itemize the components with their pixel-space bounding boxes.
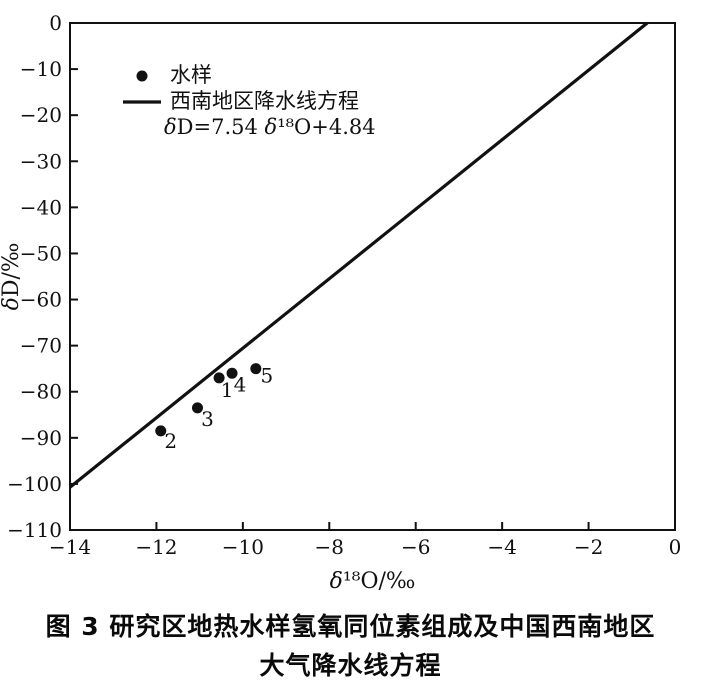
caption-line-1: 图 3 研究区地热水样氢氧同位素组成及中国西南地区 — [45, 612, 656, 641]
x-tick-label: 0 — [669, 535, 682, 559]
x-tick-label: −12 — [135, 535, 177, 559]
data-point — [191, 402, 203, 414]
x-tick-label: −4 — [487, 535, 516, 559]
data-point-label: 1 — [221, 378, 234, 402]
isotope-scatter-chart: −14 −12 −10 −8 −6 −4 −2 00−10−20−30−40−50−60−70… — [0, 11, 682, 594]
data-point — [213, 372, 225, 384]
data-point — [226, 367, 238, 379]
y-tick-label: −10 — [20, 57, 62, 81]
x-axis-label: δ¹⁸O/‰ — [330, 569, 416, 594]
x-tick-label: −8 — [315, 535, 344, 559]
legend-marker-dot — [136, 70, 148, 82]
data-point — [155, 425, 167, 437]
caption-line-2: 大气降水线方程 — [259, 651, 442, 680]
y-tick-label: −80 — [20, 380, 62, 404]
x-tick-label: −14 — [49, 535, 91, 559]
data-point-label: 5 — [260, 364, 273, 388]
data-point-label: 4 — [234, 372, 247, 396]
y-tick-label: −20 — [20, 103, 62, 127]
data-point — [250, 363, 262, 375]
y-tick-label: −110 — [7, 518, 62, 542]
y-tick-label: −100 — [7, 472, 62, 496]
x-tick-label: −10 — [222, 535, 264, 559]
legend-label: 西南地区降水线方程 — [170, 89, 359, 113]
x-tick-label: −6 — [401, 535, 430, 559]
y-tick-label: −30 — [20, 149, 62, 173]
precipitation-line — [68, 21, 649, 489]
y-tick-label: −50 — [20, 241, 62, 265]
y-axis-label: δD/‰ — [0, 243, 24, 311]
data-point-label: 2 — [164, 429, 177, 453]
plot-frame — [69, 22, 676, 531]
legend-equation-label: δD=7.54 δ¹⁸O+4.84 — [164, 115, 376, 139]
y-tick-label: −40 — [20, 195, 62, 219]
data-point-label: 3 — [201, 407, 214, 431]
y-tick-label: −70 — [20, 334, 62, 358]
legend-label: 水样 — [170, 63, 212, 87]
y-tick-label: 0 — [49, 11, 62, 35]
y-tick-label: −60 — [20, 288, 62, 312]
y-tick-label: −90 — [20, 426, 62, 450]
x-tick-label: −2 — [574, 535, 603, 559]
figure-caption: 图 3 研究区地热水样氢氧同位素组成及中国西南地区 大气降水线方程 — [0, 607, 701, 685]
